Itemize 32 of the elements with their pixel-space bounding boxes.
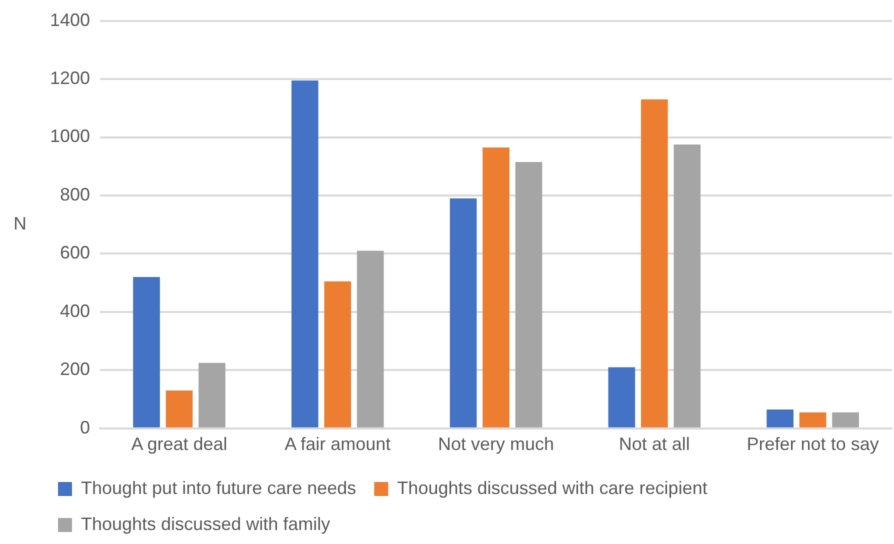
bar [674, 144, 701, 428]
x-tick-label: A great deal [131, 434, 228, 454]
y-tick-label: 800 [60, 184, 90, 204]
y-tick-label: 1200 [50, 68, 90, 88]
bar [766, 409, 794, 428]
y-axis-title: N [14, 214, 26, 234]
bar [133, 277, 160, 428]
y-tick-label: 400 [60, 300, 90, 321]
bar [799, 412, 826, 428]
bar [450, 198, 477, 428]
x-tick-label: A fair amount [284, 434, 391, 454]
legend-label: Thought put into future care needs [81, 478, 356, 498]
x-tick-label: Not at all [618, 434, 690, 454]
legend-label: Thoughts discussed with family [81, 514, 330, 534]
bar [198, 362, 226, 428]
y-tick-label: 0 [80, 417, 90, 438]
bar [640, 99, 668, 428]
y-tick-label: 1000 [50, 126, 90, 146]
bar [832, 412, 859, 428]
bar [482, 147, 510, 428]
x-tick-label: Prefer not to say [746, 434, 879, 454]
bar [291, 80, 318, 428]
bar [356, 250, 384, 428]
legend-label: Thoughts discussed with care recipient [397, 478, 708, 498]
bar [324, 281, 352, 428]
bar [166, 390, 193, 428]
y-tick-label: 600 [60, 242, 90, 263]
bar [608, 367, 636, 428]
x-tick-label: Not very much [438, 434, 554, 454]
bar [515, 162, 542, 428]
y-tick-label: 200 [60, 359, 90, 380]
y-tick-label: 1400 [50, 10, 90, 30]
